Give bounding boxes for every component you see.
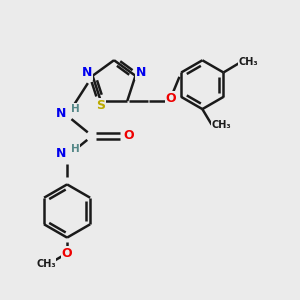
Text: N: N [56, 147, 67, 160]
Text: CH₃: CH₃ [36, 259, 56, 269]
Text: CH₃: CH₃ [239, 58, 258, 68]
Text: O: O [124, 129, 134, 142]
Text: H: H [70, 144, 79, 154]
Text: CH₃: CH₃ [211, 120, 231, 130]
Text: N: N [82, 65, 92, 79]
Text: O: O [166, 92, 176, 105]
Text: S: S [96, 99, 105, 112]
Text: O: O [62, 248, 72, 260]
Text: N: N [56, 106, 67, 120]
Text: H: H [70, 104, 79, 114]
Text: N: N [136, 65, 146, 79]
